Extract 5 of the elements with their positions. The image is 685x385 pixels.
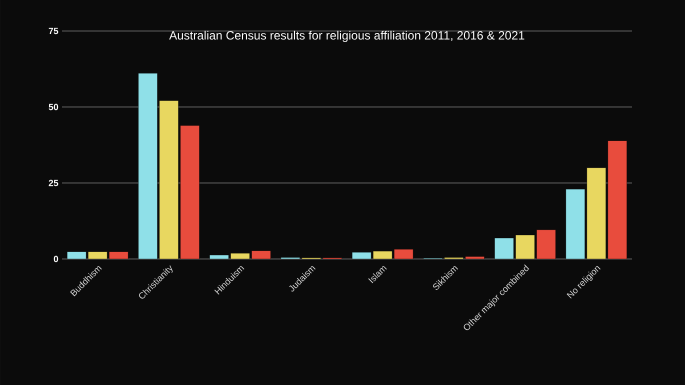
y-tick-label: 75	[48, 28, 58, 34]
y-tick-label: 0	[54, 256, 58, 262]
chart-title: Australian Census results for religious affiliation 2011, 2016 & 2021	[169, 30, 524, 42]
y-tick-label: 50	[48, 104, 58, 110]
y-tick-label: 25	[48, 180, 58, 186]
